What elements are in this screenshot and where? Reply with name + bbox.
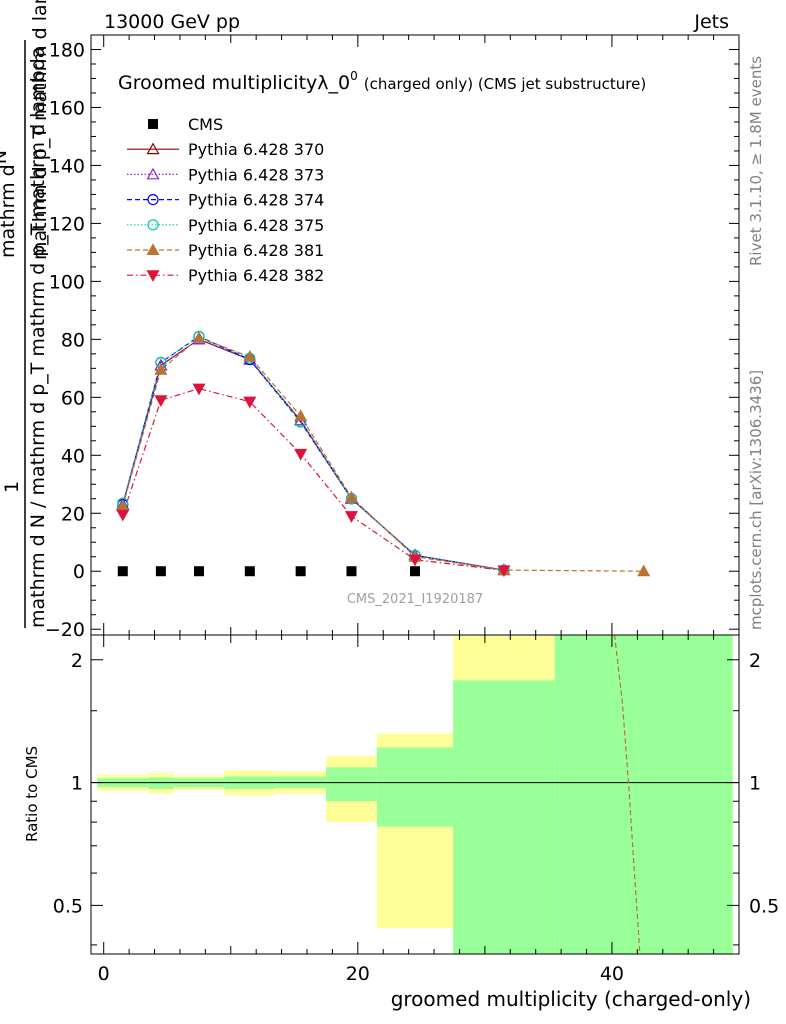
series-6-point — [243, 396, 257, 409]
ylabel-numerator-top: mathrm dN — [0, 150, 19, 258]
series-6-point — [497, 565, 511, 578]
header-left: 13000 GeV pp — [104, 11, 240, 33]
series-line-2 — [122, 338, 504, 571]
ratio-curve — [613, 634, 641, 955]
ratio-yticks: 0.5 0.5 1 1 2 2 — [53, 650, 779, 946]
main-markers — [116, 330, 651, 578]
series-line-5 — [122, 337, 644, 572]
ratio-xticks: 0 20 40 — [98, 635, 715, 985]
ratio-xtick-label: 0 — [98, 963, 110, 985]
main-ytick-label: 0 — [73, 561, 85, 583]
main-xticks — [103, 35, 715, 635]
ratio-ytick-label-right: 1 — [749, 773, 761, 795]
legend-marker — [148, 119, 158, 129]
series-line-3 — [122, 335, 504, 571]
main-ylabel: 1 mathrm dN mathrm d p_T mathrm d lambda… — [0, 0, 51, 628]
legend-label: Pythia 6.428 373 — [188, 165, 324, 184]
ratio-xtick-label: 40 — [600, 963, 624, 985]
series-0-point — [410, 566, 420, 577]
ratio-ytick-label: 2 — [71, 650, 83, 672]
ratio-band-green — [326, 767, 377, 802]
series-line-6 — [122, 387, 504, 571]
ylabel-top-n: N — [0, 150, 11, 164]
ratio-band-green — [376, 747, 454, 827]
series-6-point — [408, 554, 422, 567]
plot-title-main: Groomed multiplicityλ_0 — [118, 72, 350, 94]
ratio-band-green — [554, 635, 733, 954]
series-0-point — [155, 566, 166, 577]
ylabel-denominator-text: mathrm d N / mathrm d p_T mathrm d p_T m… — [27, 47, 49, 628]
ratio-panel: 0.5 0.5 1 1 2 2 0 20 40 Ratio to CMS groomed mu… — [23, 634, 779, 1011]
series-5-point — [154, 363, 168, 375]
main-ytick-label: 80 — [61, 329, 85, 351]
series-line-4 — [122, 335, 504, 571]
series-0-point — [295, 566, 306, 577]
main-ytick-label: 140 — [49, 155, 85, 177]
main-ytick-label: 120 — [49, 213, 85, 235]
legend-marker — [147, 194, 159, 206]
series-6-point — [294, 448, 308, 461]
series-line-1 — [122, 338, 504, 571]
legend-marker — [147, 219, 159, 231]
series-5-point — [294, 409, 308, 422]
ylabel-denominator: mathrm d N / mathrm d p_T mathrm d p_T m… — [27, 47, 49, 628]
series-6-point — [116, 509, 130, 522]
series-5-point — [637, 564, 651, 577]
mcplots-label: mcplots.cern.ch [arXiv:1306.3436] — [747, 370, 765, 630]
series-6-point — [154, 395, 168, 407]
legend: CMS Pythia 6.428 370 Pythia 6.428 373 Pythi… — [127, 115, 324, 285]
legend-label: CMS — [188, 115, 223, 134]
ratio-ytick-label-right: 0.5 — [749, 895, 779, 917]
series-0-point — [194, 566, 204, 577]
legend-label: Pythia 6.428 382 — [188, 266, 324, 285]
series-0-point — [346, 566, 357, 577]
main-ytick-label: 160 — [49, 97, 85, 119]
legend-label: Pythia 6.428 374 — [188, 191, 324, 210]
ratio-plot-frame — [90, 634, 740, 955]
header-right: Jets — [693, 11, 729, 33]
legend-label: Pythia 6.428 381 — [188, 241, 324, 260]
analysis-watermark: CMS_2021_I1920187 — [347, 592, 483, 607]
series-5-point — [344, 490, 358, 503]
series-0-point — [244, 566, 255, 577]
series-6-point — [344, 511, 358, 523]
ylabel-top-text: mathrm d — [0, 164, 19, 258]
ylabel-numerator-bottom: mathrm d p_T mathrm d lambda — [29, 0, 51, 260]
main-series — [122, 335, 644, 572]
legend-marker — [146, 270, 160, 282]
legend-label: Pythia 6.428 370 — [188, 140, 324, 159]
legend-marker — [146, 142, 160, 155]
ratio-ytick-label-right: 2 — [749, 650, 761, 672]
plot-title: Groomed multiplicityλ_00 (charged only) (… — [118, 69, 646, 94]
plot-title-superscript: 0 — [350, 69, 358, 83]
main-ytick-label: 100 — [49, 271, 85, 293]
ratio-ytick-label: 1 — [71, 773, 83, 795]
series-6-point — [192, 383, 206, 396]
main-panel: −20 0 20 40 60 80 100 120 140 160 180 Groomed mult… — [0, 0, 740, 641]
main-yticks: −20 0 20 40 60 80 100 120 140 160 180 — [45, 39, 739, 641]
ratio-band-green — [453, 680, 555, 954]
main-ytick-label: 180 — [49, 39, 85, 61]
main-ytick-label: 40 — [61, 445, 85, 467]
main-ytick-label: 20 — [61, 503, 85, 525]
main-ytick-label: 60 — [61, 387, 85, 409]
ratio-xlabel: groomed multiplicity (charged-only) — [391, 987, 751, 1011]
ratio-band-green — [148, 777, 174, 789]
ratio-ytick-label: 0.5 — [53, 895, 83, 917]
plot-title-suffix: (charged only) (CMS jet substructure) — [364, 75, 646, 93]
ylabel-one: 1 — [1, 481, 23, 493]
series-5-point — [243, 350, 257, 362]
main-ytick-label: −20 — [45, 619, 85, 641]
rivet-label: Rivet 3.1.10, ≥ 1.8M events — [747, 56, 765, 266]
series-0-point — [117, 566, 128, 577]
ratio-xtick-label: 20 — [346, 963, 370, 985]
legend-marker — [146, 167, 160, 180]
ratio-bands — [97, 635, 733, 954]
legend-marker — [146, 243, 160, 255]
ratio-ylabel: Ratio to CMS — [23, 746, 41, 842]
series-5-point — [192, 331, 206, 343]
legend-label: Pythia 6.428 375 — [188, 216, 324, 235]
